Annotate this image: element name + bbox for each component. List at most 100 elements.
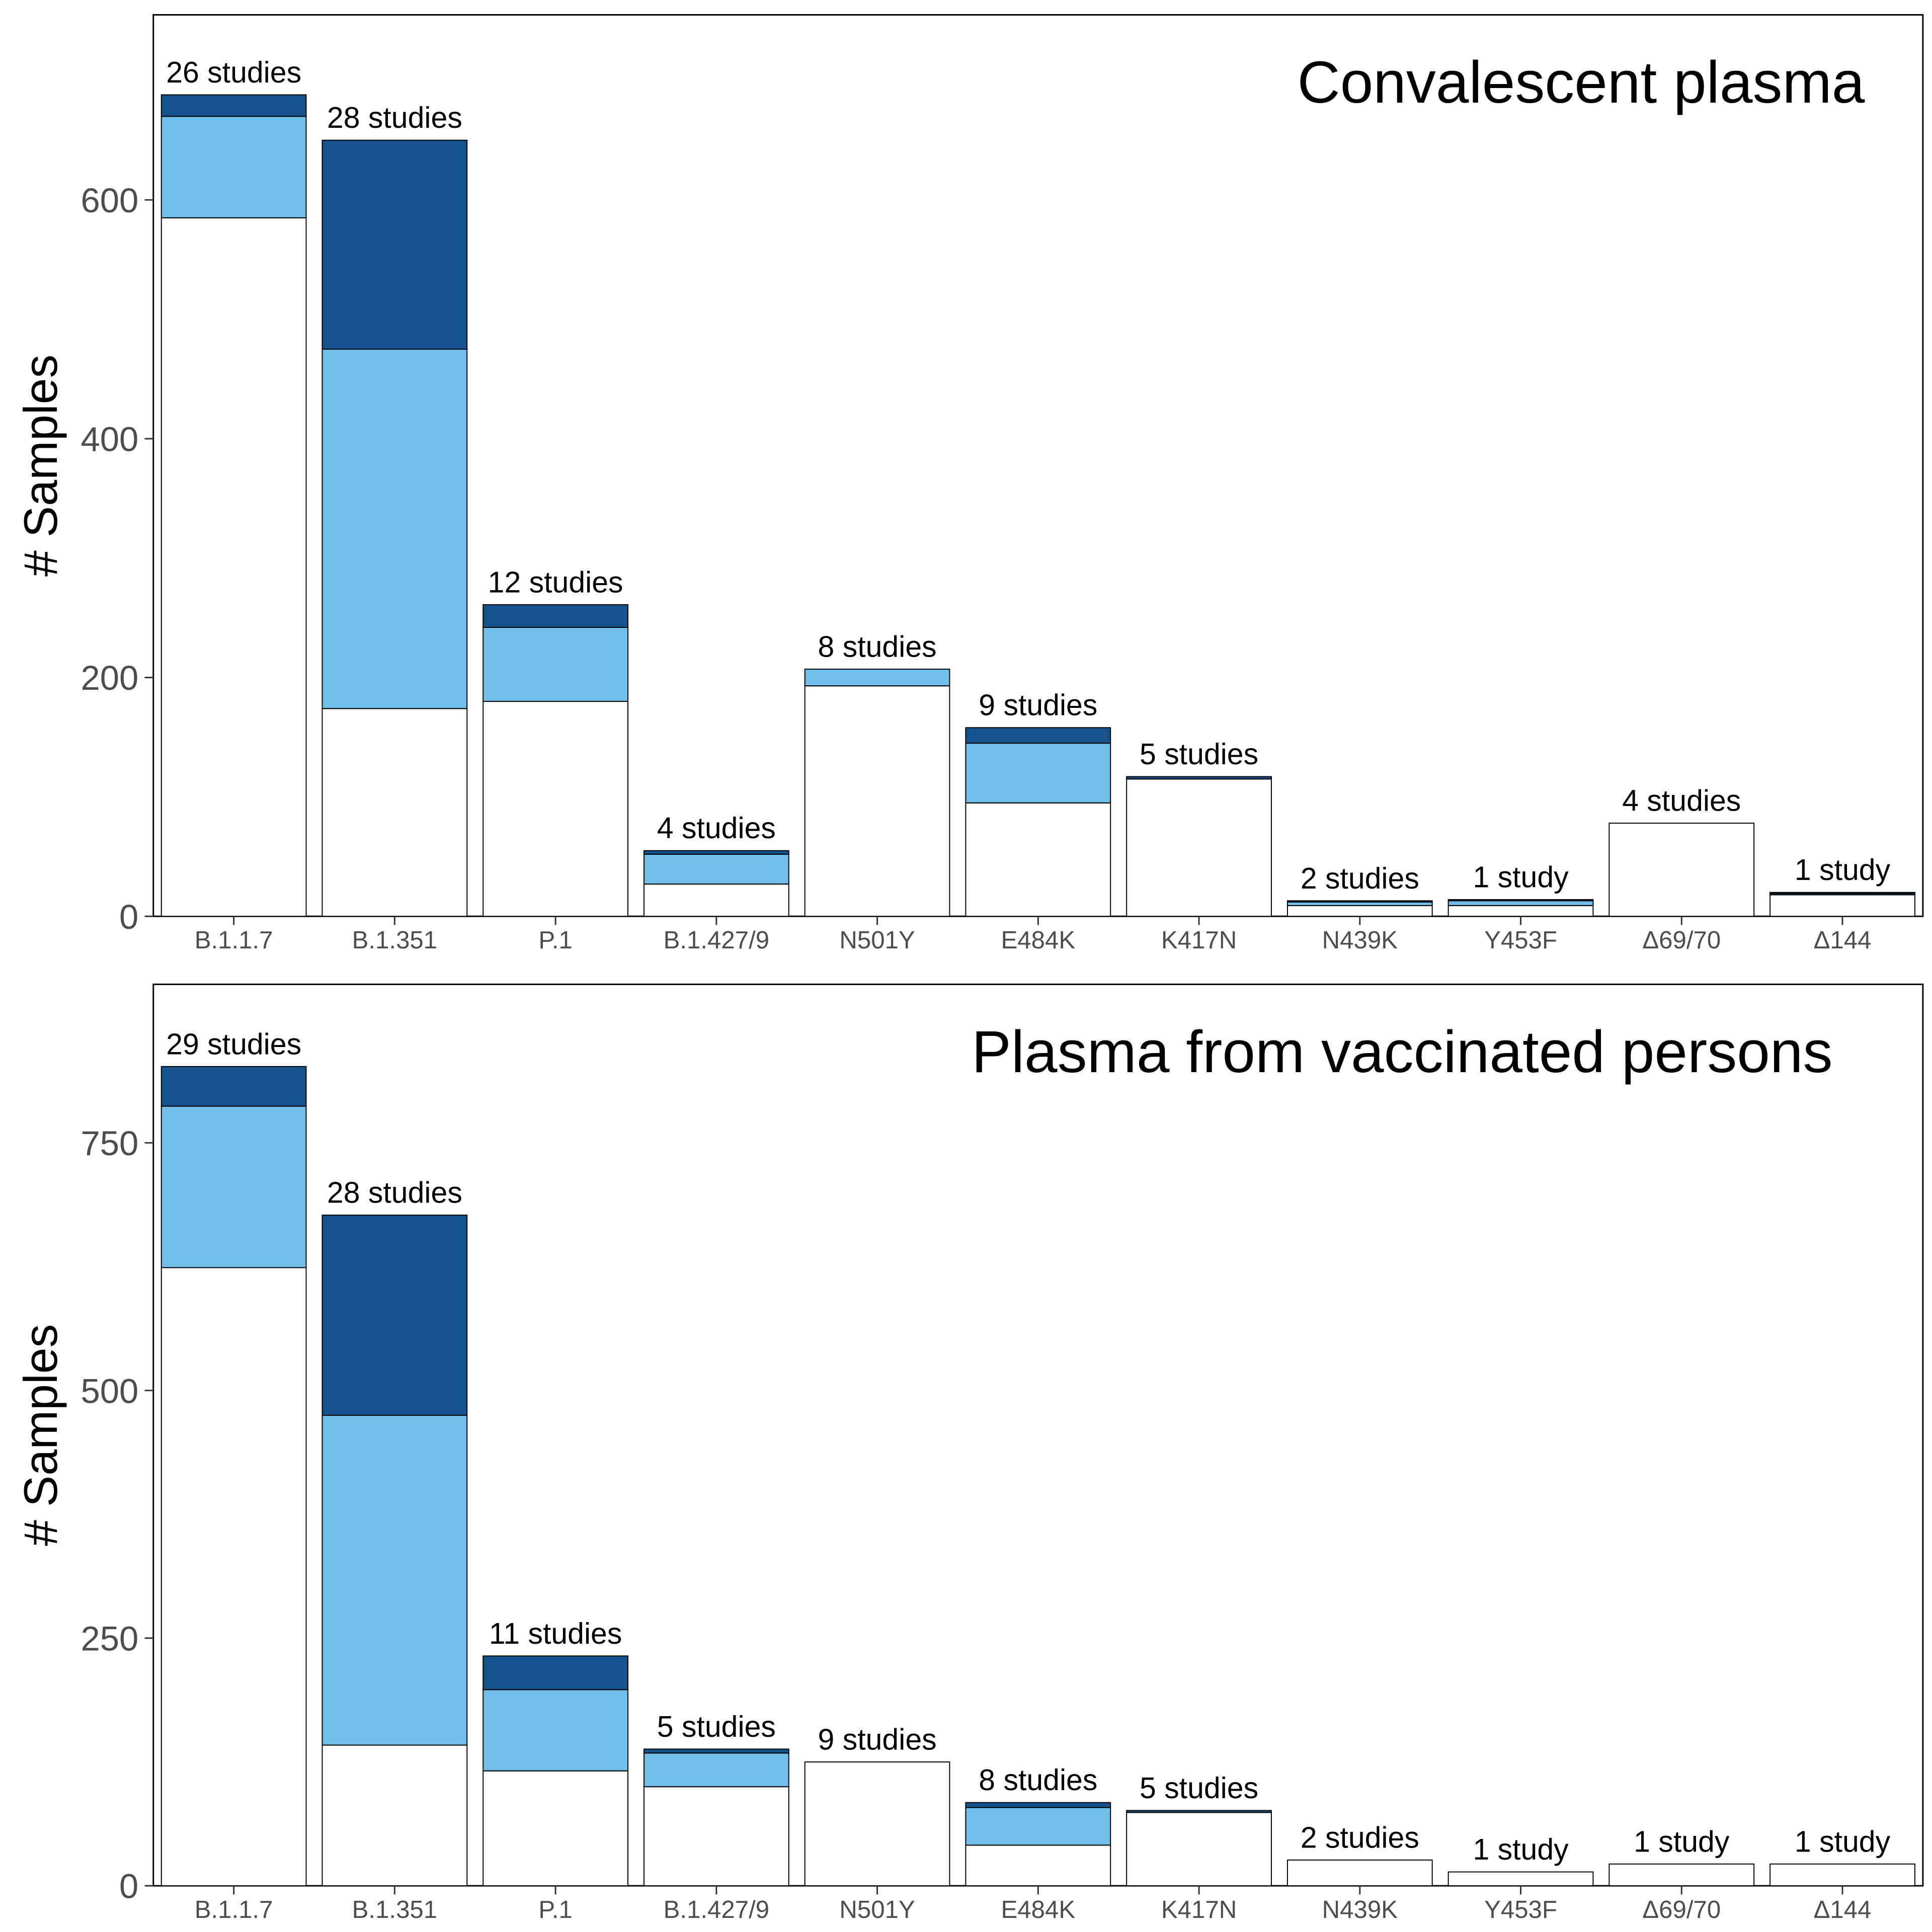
panel-title: Convalescent plasma (1298, 49, 1865, 115)
bar-labels-group: 26 studies 28 studies 12 studies 4 studies 8… (166, 56, 1890, 895)
bar-data-label: 2 studies (1301, 862, 1419, 895)
bar-segment-white (321, 708, 468, 917)
x-tick-label: N439K (1322, 926, 1398, 954)
bar-segment-light-blue (482, 1689, 628, 1772)
bar-segment-light-blue (965, 1807, 1111, 1846)
bar-segment-light-blue (1447, 900, 1594, 906)
bar-segment-white (643, 883, 789, 917)
bar-segment-white (965, 1844, 1111, 1887)
y-tick-label: 250 (80, 1619, 138, 1658)
x-tick-label: B.1.427/9 (664, 1896, 769, 1923)
bar-segment-dark-blue (965, 1802, 1111, 1808)
bar-segment-dark-blue (1769, 892, 1915, 895)
bar-segment-white (1608, 1863, 1755, 1887)
bar-segment-dark-blue (482, 1655, 628, 1691)
bar-data-label: 8 studies (818, 630, 937, 663)
y-axis-title: # Samples (14, 1324, 67, 1546)
y-axis: 0 200 400 600 (80, 181, 153, 936)
bar-data-label: 12 studies (488, 566, 623, 599)
bar-data-label: 4 studies (657, 812, 776, 845)
x-tick-label: Δ144 (1814, 926, 1872, 954)
bar-segment-light-blue (321, 348, 468, 709)
bar-segment-white (1769, 894, 1915, 917)
bar-segment-light-blue (804, 669, 950, 687)
x-tick-label: B.1.351 (352, 1896, 437, 1923)
bar-segment-light-blue (643, 853, 789, 885)
bar-segment-white (1608, 823, 1755, 917)
bar-segment-white (482, 1770, 628, 1887)
bar-data-label: 8 studies (979, 1763, 1097, 1797)
x-tick-label: P.1 (538, 1896, 572, 1923)
bar-segment-dark-blue (643, 1748, 789, 1754)
bar-segment-white (804, 1761, 950, 1887)
bar-data-label: 1 study (1795, 853, 1891, 887)
bar-data-label: 28 studies (327, 101, 462, 134)
bar-segment-dark-blue (321, 139, 468, 350)
x-tick-label: K417N (1161, 1896, 1237, 1923)
x-tick-label: Y453F (1484, 926, 1557, 954)
bar-data-label: 1 study (1634, 1825, 1730, 1858)
x-tick-label: Δ69/70 (1642, 926, 1721, 954)
bar-segment-dark-blue (1126, 1810, 1272, 1813)
x-tick-label: B.1.1.7 (195, 1896, 273, 1923)
y-axis-title: # Samples (14, 355, 67, 577)
bar-segment-white (643, 1786, 789, 1887)
bar-segment-light-blue (160, 1105, 307, 1268)
bar-data-label: 1 study (1473, 860, 1569, 894)
bar-data-label: 9 studies (818, 1723, 937, 1756)
x-tick-label: B.1.351 (352, 926, 437, 954)
bar-segment-white (160, 217, 307, 917)
bar-segment-white (160, 1267, 307, 1887)
bar-data-label: 11 studies (489, 1617, 622, 1650)
x-axis: B.1.1.7 B.1.351 P.1 B.1.427/9 N501Y E484K K417… (195, 1886, 1872, 1923)
y-tick-label: 0 (119, 898, 138, 936)
bar-segment-white (804, 685, 950, 917)
bar-data-label: 5 studies (1140, 1772, 1258, 1805)
x-tick-label: N501Y (839, 1896, 915, 1923)
x-tick-label: N439K (1322, 1896, 1398, 1923)
x-tick-label: Δ144 (1814, 1896, 1872, 1923)
y-tick-label: 0 (119, 1867, 138, 1906)
bar-segment-white (1126, 1812, 1272, 1887)
bar-segment-dark-blue (321, 1215, 468, 1416)
y-tick-label: 750 (80, 1124, 138, 1163)
y-tick-label: 400 (80, 420, 138, 459)
x-tick-label: E484K (1001, 1896, 1076, 1923)
bar-segment-dark-blue (1286, 900, 1433, 903)
bar-data-label: 5 studies (1140, 738, 1258, 771)
bar-segment-white (1447, 905, 1594, 917)
bar-segment-light-blue (160, 116, 307, 218)
bar-segment-dark-blue (1447, 899, 1594, 902)
x-tick-label: E484K (1001, 926, 1076, 954)
bar-segment-dark-blue (482, 604, 628, 628)
bar-segment-dark-blue (965, 727, 1111, 744)
bar-data-label: 4 studies (1622, 784, 1741, 818)
bars-group (160, 94, 1915, 917)
bar-segment-white (1126, 778, 1272, 917)
bar-data-label: 1 study (1473, 1833, 1569, 1866)
bar-data-label: 5 studies (657, 1710, 776, 1743)
x-tick-label: P.1 (538, 926, 572, 954)
y-tick-label: 600 (80, 181, 138, 220)
bar-segment-light-blue (482, 626, 628, 702)
bar-data-label: 29 studies (166, 1027, 301, 1061)
x-tick-label: Y453F (1484, 1896, 1557, 1923)
bar-segment-dark-blue (160, 94, 307, 117)
bar-segment-light-blue (1286, 901, 1433, 906)
bar-segment-dark-blue (160, 1066, 307, 1107)
x-tick-label: K417N (1161, 926, 1237, 954)
bar-segment-light-blue (321, 1414, 468, 1746)
bar-segment-dark-blue (643, 850, 789, 855)
panel-title: Plasma from vaccinated persons (972, 1018, 1832, 1085)
x-axis: B.1.1.7 B.1.351 P.1 B.1.427/9 N501Y E484K K417… (195, 916, 1872, 954)
panel-vaccinated-plasma: 29 studies 28 studies 11 studies 5 studies 9… (14, 983, 1924, 1923)
bar-segment-white (321, 1744, 468, 1887)
y-tick-label: 200 (80, 659, 138, 697)
x-tick-label: Δ69/70 (1642, 1896, 1721, 1923)
bar-segment-dark-blue (1126, 776, 1272, 780)
bar-segment-white (965, 802, 1111, 917)
bars-group (160, 1066, 1915, 1887)
bar-data-label: 28 studies (327, 1176, 462, 1210)
y-tick-label: 500 (80, 1372, 138, 1410)
